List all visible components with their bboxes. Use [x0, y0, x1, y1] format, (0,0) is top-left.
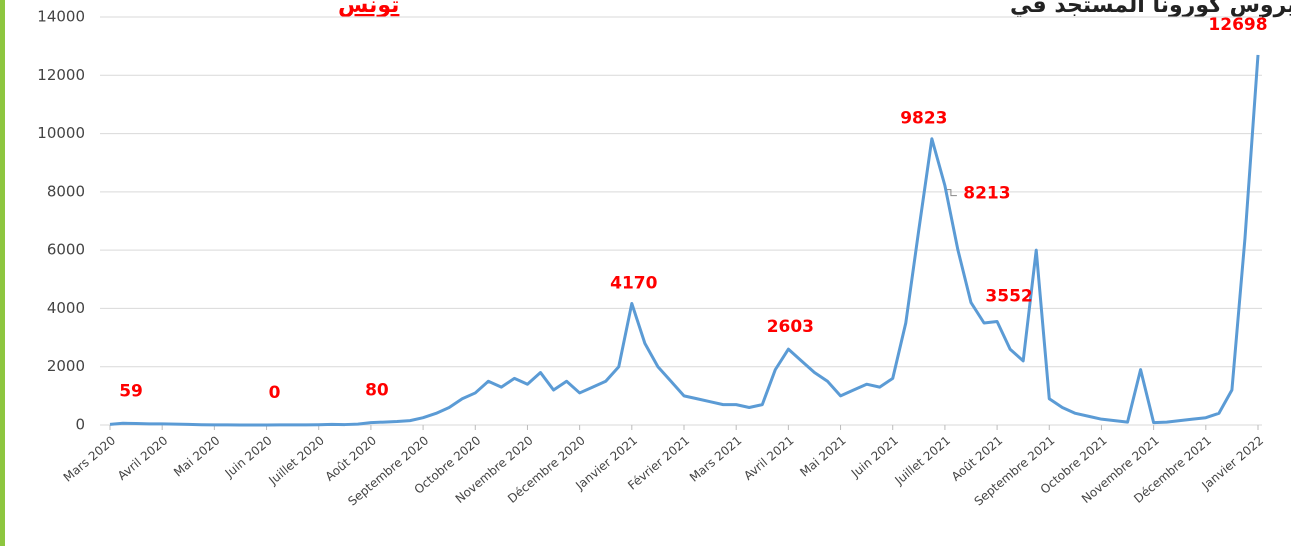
data-label: 9823 — [900, 109, 947, 129]
data-label: 4170 — [610, 273, 657, 293]
x-tick-label: Avril 2020 — [115, 433, 170, 483]
data-label: 2603 — [767, 317, 814, 337]
x-tick-label: Juillet 2021 — [892, 433, 954, 488]
x-tick-label: Avril 2021 — [741, 433, 796, 483]
data-label: 12698 — [1208, 15, 1267, 35]
data-label: 80 — [365, 381, 389, 401]
data-label: 0 — [269, 383, 281, 403]
data-label: 59 — [119, 381, 143, 401]
chart-title-highlight: تونس — [338, 0, 399, 18]
x-tick-label: Mai 2021 — [797, 433, 848, 479]
data-label: 3552 — [985, 286, 1032, 306]
y-tick-label: 6000 — [47, 241, 85, 259]
y-tick-label: 12000 — [37, 66, 85, 84]
x-tick-label: Juin 2020 — [222, 433, 275, 481]
y-tick-label: 0 — [75, 416, 85, 434]
x-tick-label: Mars 2020 — [61, 433, 118, 484]
y-tick-label: 14000 — [37, 8, 85, 26]
y-tick-label: 2000 — [47, 357, 85, 375]
data-label: 8213 — [963, 184, 1010, 204]
line-series — [109, 54, 1260, 427]
y-tick-label: 8000 — [47, 182, 85, 200]
x-tick-label: Mai 2020 — [171, 433, 222, 479]
left-border — [0, 0, 5, 546]
x-tick-label: Mars 2021 — [687, 433, 744, 484]
chart-title: حالات الإصابة اليومية بفيروس كورونا المس… — [1010, 0, 1291, 18]
x-tick-label: Juillet 2020 — [265, 433, 327, 488]
leader-line — [946, 189, 957, 197]
y-tick-label: 4000 — [47, 299, 85, 317]
x-tick-label: Juin 2021 — [848, 433, 901, 481]
y-tick-label: 10000 — [37, 124, 85, 142]
